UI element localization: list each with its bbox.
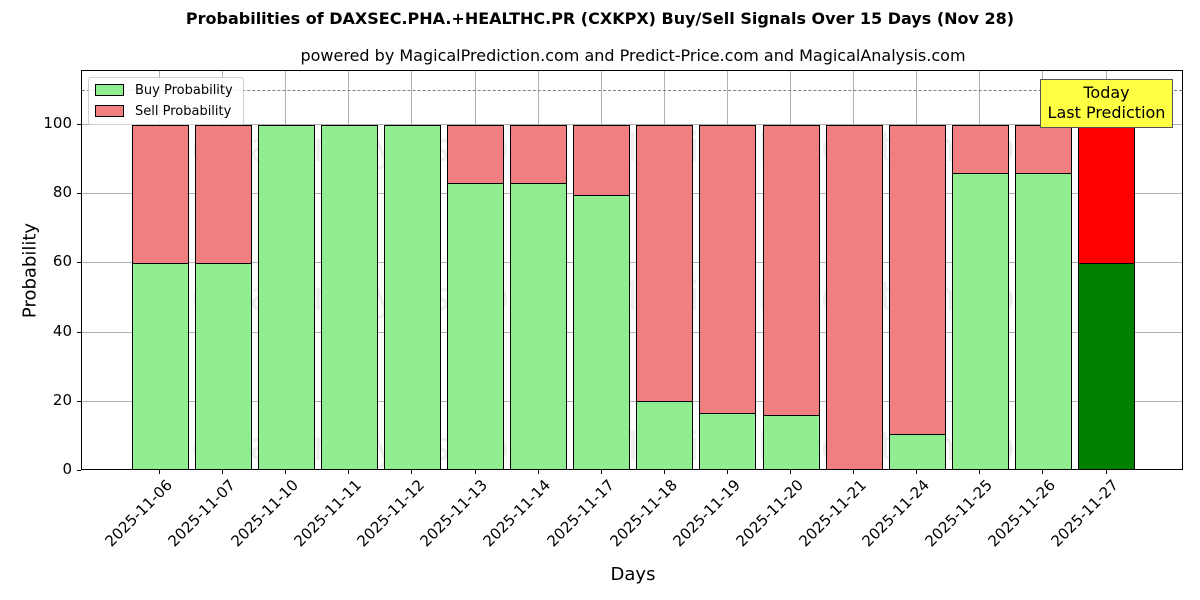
x-tick-label: 2025-11-10 <box>227 476 302 551</box>
x-tick-mark <box>348 470 350 474</box>
buy-bar <box>194 263 252 469</box>
x-tick-label: 2025-11-07 <box>164 476 239 551</box>
x-tick-label: 2025-11-24 <box>858 476 933 551</box>
legend-buy-label: Buy Probability <box>135 82 233 98</box>
x-tick-mark <box>726 470 728 474</box>
legend-item-buy: Buy Probability <box>95 82 233 98</box>
sell-bar <box>1014 125 1072 175</box>
legend-item-sell: Sell Probability <box>95 103 231 119</box>
x-tick-mark <box>1105 470 1107 474</box>
x-tick-mark <box>790 470 791 474</box>
legend: Buy Probability Sell Probability <box>88 77 244 125</box>
x-tick-mark <box>600 470 602 474</box>
x-tick-mark <box>853 470 855 474</box>
today-annotation: Today Last Prediction <box>1040 79 1173 128</box>
x-tick-mark <box>474 470 476 474</box>
sell-bar <box>447 125 504 185</box>
sell-bar <box>699 125 757 414</box>
x-tick-label: 2025-11-26 <box>984 476 1060 551</box>
y-tick-mark <box>77 124 81 125</box>
sell-bar <box>762 125 820 416</box>
horizontal-gridline <box>82 193 1182 195</box>
x-tick-label: 2025-11-06 <box>101 476 176 551</box>
x-tick-mark <box>159 470 160 474</box>
y-tick-label: 60 <box>52 252 72 271</box>
buy-bar <box>573 194 631 469</box>
y-tick-mark <box>77 262 81 264</box>
horizontal-gridline <box>82 331 1182 333</box>
buy-bar <box>257 125 315 469</box>
sell-bar <box>951 125 1009 175</box>
sell-bar <box>1078 125 1135 265</box>
x-tick-label: 2025-11-19 <box>669 476 744 551</box>
annotation-line2: Last Prediction <box>1047 103 1166 122</box>
horizontal-gridline <box>82 400 1182 402</box>
buy-bar <box>1014 173 1072 469</box>
y-tick-mark <box>77 470 81 471</box>
y-tick-label: 20 <box>52 390 72 409</box>
buy-bar <box>636 401 694 469</box>
sell-bar <box>510 125 568 185</box>
legend-sell-label: Sell Probability <box>135 103 232 119</box>
y-tick-mark <box>77 193 81 195</box>
x-tick-mark <box>537 470 539 474</box>
x-tick-mark <box>979 470 981 474</box>
buy-bar <box>888 433 946 469</box>
y-tick-label: 80 <box>52 183 72 202</box>
x-tick-mark <box>285 470 287 474</box>
plot-area: MagicalAnalysis.comMagicalPrediction.com… <box>81 70 1183 470</box>
x-tick-label: 2025-11-13 <box>416 476 492 551</box>
x-tick-label: 2025-11-17 <box>543 476 618 551</box>
x-tick-mark <box>411 470 413 474</box>
chart-title: Probabilities of DAXSEC.PHA.+HEALTHC.PR … <box>185 9 1015 28</box>
buy-bar <box>762 414 820 469</box>
buy-bar <box>131 263 189 469</box>
x-tick-label: 2025-11-20 <box>732 476 807 551</box>
annotation-line1: Today <box>1083 83 1130 102</box>
sell-bar <box>825 125 883 469</box>
buy-bar <box>951 173 1009 469</box>
y-tick-mark <box>77 400 81 402</box>
horizontal-gridline <box>82 262 1182 264</box>
buy-bar <box>447 183 504 469</box>
x-tick-label: 2025-11-21 <box>795 476 870 551</box>
sell-bar <box>131 125 189 265</box>
buy-bar <box>320 125 378 469</box>
sell-bar <box>194 125 252 265</box>
y-tick-label: 40 <box>52 321 72 340</box>
y-axis-title: Probability <box>19 222 41 319</box>
x-tick-label: 2025-11-25 <box>921 476 997 551</box>
buy-bar <box>383 125 441 469</box>
sell-bar <box>573 125 631 196</box>
x-tick-mark <box>222 470 224 474</box>
reference-line <box>82 90 1182 92</box>
buy-swatch-icon <box>95 84 124 96</box>
sell-swatch-icon <box>95 105 124 117</box>
x-tick-label: 2025-11-14 <box>479 476 555 551</box>
sell-bar <box>636 125 694 403</box>
y-tick-label: 100 <box>43 114 72 132</box>
y-tick-label: 0 <box>62 460 72 478</box>
chart-subtitle: powered by MagicalPrediction.com and Pre… <box>300 46 966 65</box>
y-tick-mark <box>77 331 81 333</box>
buy-bar <box>699 412 757 469</box>
x-tick-mark <box>916 470 918 474</box>
buy-bar <box>1078 263 1135 469</box>
x-tick-mark <box>663 470 665 474</box>
buy-bar <box>510 183 568 469</box>
x-tick-mark <box>1042 470 1044 474</box>
x-tick-label: 2025-11-27 <box>1047 476 1123 551</box>
horizontal-gridline <box>82 124 1182 125</box>
x-axis-title: Days <box>610 564 656 585</box>
x-tick-label: 2025-11-12 <box>353 476 429 551</box>
sell-bar <box>888 125 946 435</box>
x-tick-label: 2025-11-11 <box>290 476 366 551</box>
